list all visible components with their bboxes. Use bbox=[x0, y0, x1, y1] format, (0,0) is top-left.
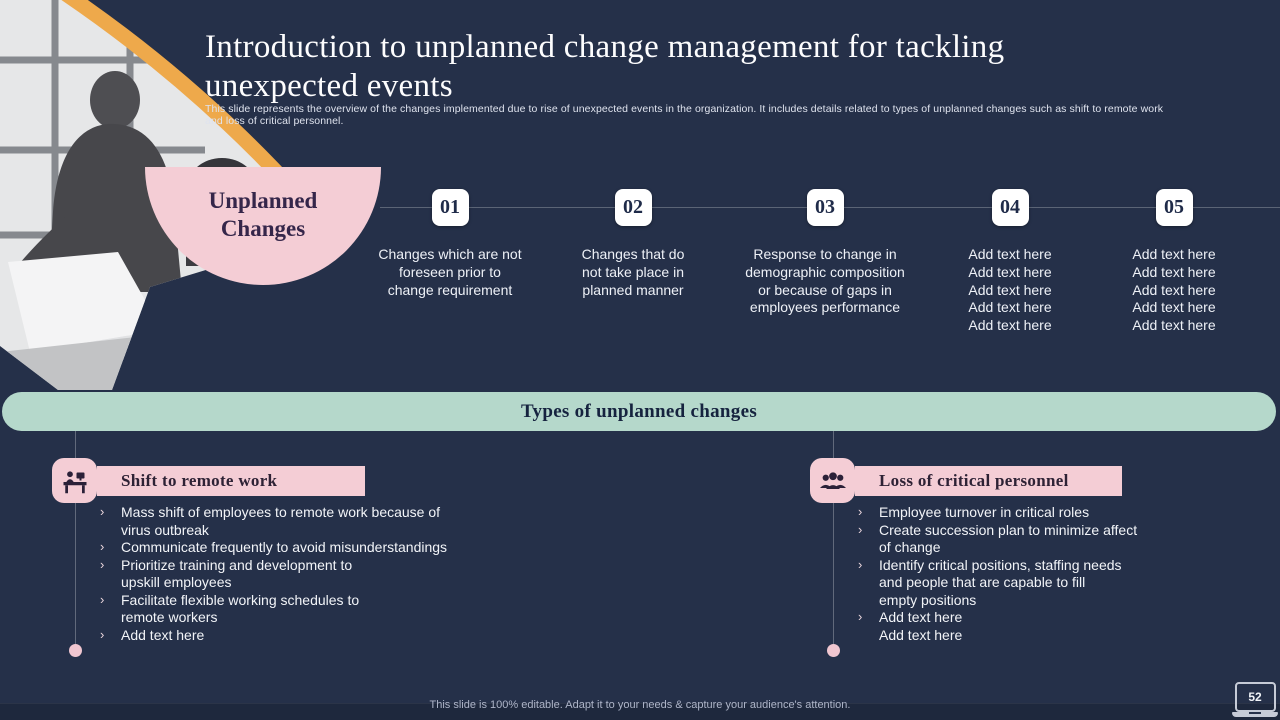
numbered-item-04: 04 Add text here Add text here Add text … bbox=[910, 189, 1110, 335]
section-title-label: Shift to remote work bbox=[121, 471, 278, 490]
bullet-marker: › bbox=[100, 591, 105, 607]
list-item: › Add text here bbox=[100, 626, 205, 643]
numbered-item-01: 01 Changes which are not foreseen prior … bbox=[350, 189, 550, 299]
section-title-personnel: Loss of critical personnel bbox=[855, 466, 1122, 496]
list-item: › Communicate frequently to avoid misund… bbox=[100, 539, 448, 555]
personnel-icon bbox=[810, 458, 855, 503]
section-end-dot bbox=[69, 644, 82, 657]
bullet-marker: › bbox=[858, 556, 863, 572]
list-item: › Facilitate flexible working schedules … bbox=[100, 591, 360, 626]
list-item: › Mass shift of employees to remote work… bbox=[100, 504, 441, 538]
bullet-marker: › bbox=[858, 609, 863, 624]
remote-work-icon bbox=[52, 458, 97, 503]
list-item: › Prioritize training and development to… bbox=[100, 556, 353, 591]
page-subtitle: This slide represents the overview of th… bbox=[205, 102, 1164, 127]
number-chip: 01 bbox=[431, 189, 469, 226]
list-item: › Identify critical positions, staffing … bbox=[858, 556, 1122, 608]
banner-title: Types of unplanned changes bbox=[520, 400, 758, 422]
laptop-page-number-icon: 52 bbox=[1232, 682, 1278, 717]
number-description: Add text here Add text here Add text her… bbox=[968, 246, 1052, 334]
footer-strip bbox=[0, 703, 1280, 720]
bullet-marker: › bbox=[858, 504, 863, 519]
number-description: Response to change in demographic compos… bbox=[745, 246, 905, 316]
bullet-marker: › bbox=[100, 539, 105, 554]
section-title-label: Loss of critical personnel bbox=[879, 471, 1069, 490]
bullet-marker: › bbox=[100, 626, 105, 642]
number-description: Changes that do not take place in planne… bbox=[581, 246, 685, 298]
number-description: Changes which are not foreseen prior to … bbox=[378, 246, 522, 298]
bullet-marker: › bbox=[100, 556, 105, 572]
number-chip: 03 bbox=[806, 189, 844, 226]
numbered-item-05: 05 Add text here Add text here Add text … bbox=[1074, 189, 1274, 335]
footer-note: This slide is 100% editable. Adapt it to… bbox=[429, 699, 851, 711]
page-number: 52 bbox=[1234, 682, 1276, 712]
page-title: Introduction to unplanned change managem… bbox=[205, 29, 1005, 104]
numbered-item-02: 02 Changes that do not take place in pla… bbox=[533, 189, 733, 299]
remote-work-bullet-list: › Mass shift of employees to remote work… bbox=[100, 504, 540, 644]
number-description: Add text here Add text here Add text her… bbox=[1132, 246, 1216, 334]
types-banner: Types of unplanned changes bbox=[2, 392, 1276, 431]
numbered-item-03: 03 Response to change in demographic com… bbox=[725, 189, 925, 317]
number-chip: 04 bbox=[991, 189, 1029, 226]
bullet-marker: › bbox=[858, 521, 863, 537]
list-item: › Create succession plan to minimize aff… bbox=[858, 521, 1138, 556]
section-title-remote-work: Shift to remote work bbox=[97, 466, 365, 496]
section-end-dot bbox=[827, 644, 840, 657]
number-chip: 02 bbox=[614, 189, 652, 226]
section-connector-line bbox=[75, 431, 76, 644]
badge-label: Unplanned Changes bbox=[208, 188, 318, 242]
bullet-marker: › bbox=[100, 504, 105, 519]
list-item: › Employee turnover in critical roles bbox=[858, 504, 1090, 520]
number-chip: 05 bbox=[1155, 189, 1193, 226]
section-connector-line bbox=[833, 431, 834, 644]
personnel-bullet-list: › Employee turnover in critical roles › … bbox=[858, 504, 1280, 644]
list-item: › Add text here Add text here bbox=[858, 609, 963, 643]
